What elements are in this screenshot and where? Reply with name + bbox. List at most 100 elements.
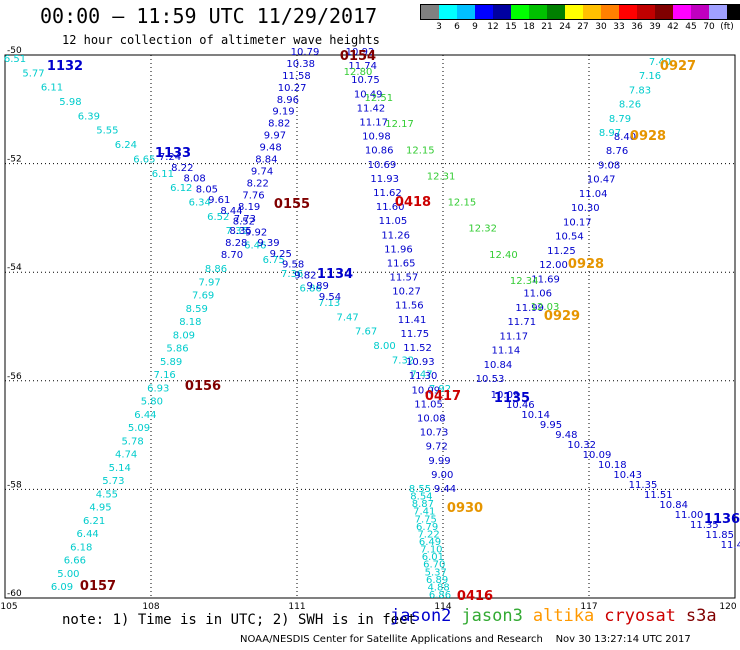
color-swatch	[691, 5, 709, 19]
color-scale-label: 30	[595, 22, 607, 32]
wave-height-label: 9.48	[555, 430, 577, 441]
color-scale-label: 45	[685, 22, 697, 32]
wave-height-label: 11.69	[531, 274, 560, 285]
wave-height-label: 10.73	[420, 428, 449, 439]
wave-height-label: 11.58	[282, 71, 311, 82]
wave-height-label: 12.03	[531, 302, 560, 313]
wave-height-label: 9.25	[270, 249, 292, 260]
color-swatch	[529, 5, 547, 19]
wave-height-label: 5.55	[96, 126, 118, 137]
wave-height-label: 10.53	[476, 374, 505, 385]
wave-height-label: 6.44	[134, 410, 156, 421]
color-swatch	[673, 5, 691, 19]
wave-height-label: 10.14	[521, 410, 550, 421]
wave-height-label: 5.80	[141, 397, 163, 408]
pass-id-label: 1133	[155, 146, 191, 161]
pass-id-label: 0157	[80, 579, 116, 594]
page-title: 00:00 – 11:59 UTC 11/29/2017	[40, 4, 378, 28]
wave-height-label: 12.15	[448, 198, 477, 209]
wave-height-label: 10.09	[411, 385, 440, 396]
wave-height-label: 10.79	[291, 47, 320, 58]
wave-height-label: 11.14	[492, 346, 521, 357]
wave-height-label: 8.86	[205, 264, 227, 275]
wave-height-label: 10.47	[587, 175, 616, 186]
color-swatch	[619, 5, 637, 19]
wave-height-label: 5.86	[166, 344, 188, 355]
wave-height-label: 8.35	[229, 226, 251, 237]
wave-height-label: 11.99	[515, 303, 544, 314]
pass-id-label: 1134	[317, 267, 353, 282]
wave-height-label: 10.46	[506, 400, 535, 411]
wave-height-label: 10.86	[365, 146, 394, 157]
color-scale-label: (ft)	[720, 22, 734, 32]
wave-height-label: 10.09	[491, 390, 520, 401]
wave-height-label: 7.22	[417, 529, 439, 540]
wave-height-label: 11.71	[507, 317, 536, 328]
color-swatch	[601, 5, 619, 19]
wave-height-label: 6.09	[51, 582, 73, 593]
wave-height-label: 5.89	[160, 357, 182, 368]
wave-height-label: 11.26	[381, 230, 410, 241]
wave-height-label: 6.39	[78, 111, 100, 122]
wave-height-label: 6.86	[300, 284, 322, 295]
wave-height-label: 8.22	[247, 178, 269, 189]
wave-height-label: 12.00	[539, 260, 568, 271]
latitude-tick-label: -58	[7, 480, 22, 490]
wave-height-label: 6.93	[147, 383, 169, 394]
wave-height-label: 8.44	[220, 206, 242, 217]
wave-height-label: 8.79	[609, 114, 631, 125]
credit-line: NOAA/NESDIS Center for Satellite Applica…	[240, 634, 691, 645]
color-swatch	[475, 5, 493, 19]
wave-height-label: 9.82	[294, 270, 316, 281]
latitude-tick-label: -50	[7, 46, 22, 56]
wave-height-label: 9.48	[260, 143, 282, 154]
longitude-tick-label: 120	[719, 602, 736, 612]
color-scale-label: 18	[523, 22, 535, 32]
wave-height-label: 7.35	[226, 226, 248, 237]
latitude-tick-label: -54	[7, 263, 22, 273]
wave-height-label: 11.41	[398, 315, 427, 326]
wave-height-label: 7.67	[355, 327, 377, 338]
wave-height-label: 9.58	[282, 260, 304, 271]
wave-height-label: 11.52	[403, 343, 432, 354]
wave-height-label: 6.49	[419, 537, 441, 548]
wave-height-label: 11.35	[629, 480, 658, 491]
wave-height-label: 6.46	[244, 241, 266, 252]
wave-height-label: 11.35	[690, 520, 719, 531]
wave-height-label: 9.61	[208, 195, 230, 206]
wave-height-label: 6.75	[263, 255, 285, 266]
wave-height-label: 12.34	[510, 276, 539, 287]
wave-height-label: 8.97	[599, 128, 621, 139]
wave-height-label: 11.17	[500, 331, 529, 342]
wave-height-label: 9.08	[598, 160, 620, 171]
wave-height-label: 8.59	[186, 304, 208, 315]
wave-height-label: 7.41	[413, 507, 435, 518]
wave-height-label: 8.09	[173, 330, 195, 341]
wave-height-label: 12.17	[385, 119, 414, 130]
wave-height-label: 11.51	[644, 490, 673, 501]
satellite-legend-item: jason3	[461, 606, 523, 626]
wave-height-label: 6.34	[189, 197, 211, 208]
wave-height-label: 9.72	[426, 442, 448, 453]
wave-height-label: 5.14	[109, 463, 131, 474]
color-swatch	[565, 5, 583, 19]
map-frame	[4, 54, 736, 599]
wave-height-label: 12.51	[364, 93, 393, 104]
wave-height-label: 6.79	[416, 522, 438, 533]
wave-height-label: 6.44	[77, 529, 99, 540]
wave-height-label: 7.73	[234, 214, 256, 225]
wave-height-label: 11.05	[414, 399, 443, 410]
wave-height-label: 7.69	[192, 291, 214, 302]
wave-height-label: 11.74	[348, 61, 377, 72]
wave-height-label: 9.00	[431, 470, 453, 481]
wave-height-label: 6.11	[152, 169, 174, 180]
wave-height-label: 8.18	[179, 317, 201, 328]
wave-height-label: 6.70	[423, 560, 445, 571]
color-scale-label: 33	[613, 22, 625, 32]
wave-height-label: 10.84	[484, 360, 513, 371]
wave-height-label: 7.75	[415, 514, 437, 525]
wave-height-label: 6.65	[133, 154, 155, 165]
wave-height-label: 4.74	[115, 450, 137, 461]
wave-height-label: 9.44	[434, 484, 456, 495]
